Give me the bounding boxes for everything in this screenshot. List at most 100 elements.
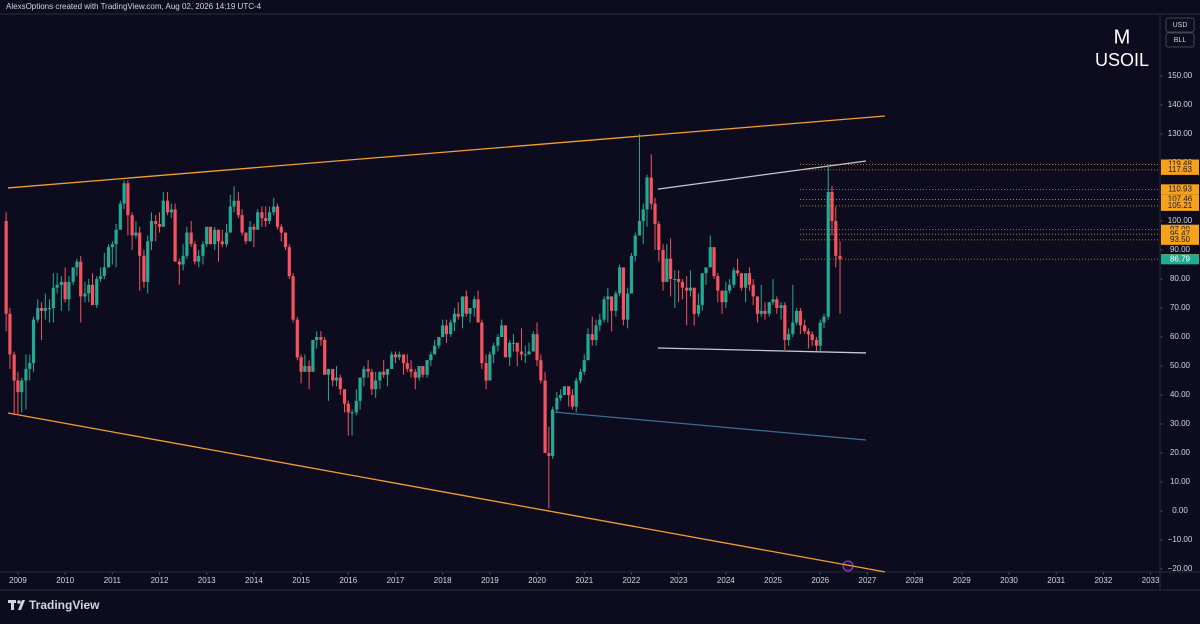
currency-button-label[interactable]: USD	[1173, 22, 1188, 29]
candle-body	[433, 345, 437, 355]
candle-body	[338, 377, 342, 390]
candle-body	[610, 296, 614, 311]
candle-body	[267, 212, 272, 222]
y-tick-label: 50.00	[1170, 361, 1191, 370]
candle-body	[551, 409, 555, 456]
price-label: 119.48	[1168, 160, 1192, 169]
candle-body	[43, 308, 47, 311]
candle-body	[503, 325, 508, 358]
candle-body	[515, 342, 519, 352]
candle-body	[704, 267, 708, 274]
candle-body	[220, 241, 224, 245]
candle-body	[720, 290, 724, 303]
y-tick-label: 40.00	[1170, 390, 1191, 399]
candle-body	[24, 368, 28, 381]
candle-body	[71, 267, 75, 282]
candle-body	[362, 368, 366, 378]
price-label: 105.21	[1168, 201, 1193, 210]
trendline	[7, 412, 885, 573]
candle-body	[838, 255, 842, 260]
candle-body	[649, 177, 653, 204]
candle-body	[822, 316, 826, 323]
x-tick-label: 2033	[1142, 576, 1160, 585]
candle-body	[739, 273, 743, 288]
candle-body	[590, 334, 594, 340]
candle-body	[460, 296, 465, 317]
candle-body	[165, 200, 170, 213]
y-tick-label: −10.00	[1168, 535, 1193, 544]
x-tick-label: 2029	[953, 576, 971, 585]
candle-body	[736, 270, 740, 274]
candle-body	[582, 360, 586, 372]
candle-body	[208, 226, 213, 245]
x-tick-label: 2013	[198, 576, 216, 585]
candle-body	[724, 290, 728, 303]
y-tick-label: 0.00	[1172, 506, 1188, 515]
x-tick-label: 2023	[670, 576, 688, 585]
x-tick-label: 2014	[245, 576, 263, 585]
unit-button-label[interactable]: BLL	[1174, 37, 1187, 44]
candle-body	[287, 247, 291, 277]
candle-body	[519, 351, 524, 355]
candle-body	[791, 322, 795, 335]
candle-body	[744, 273, 748, 288]
candle-body	[562, 386, 567, 396]
candle-body	[621, 267, 626, 320]
unit-button[interactable]	[1165, 32, 1195, 48]
candle-body	[114, 229, 118, 245]
trendline	[554, 411, 867, 441]
y-tick-label: 60.00	[1170, 332, 1191, 341]
candle-body	[665, 258, 669, 282]
candle-body	[4, 221, 8, 314]
candle-body	[342, 389, 347, 404]
candle-body	[751, 284, 755, 297]
candle-body	[559, 395, 563, 398]
candle-body	[216, 229, 221, 242]
candle-body	[484, 363, 488, 381]
header-credit: AlexsOptions created with TradingView.co…	[6, 2, 262, 11]
candle-body	[393, 354, 398, 358]
candle-body	[771, 299, 775, 303]
candle-body	[692, 287, 696, 314]
candle-body	[252, 226, 256, 230]
candle-body	[441, 325, 445, 338]
x-tick-label: 2027	[859, 576, 877, 585]
candle-body	[87, 284, 91, 294]
candle-body	[31, 319, 36, 364]
price-label-box	[1161, 234, 1199, 245]
candle-body	[728, 284, 732, 291]
currency-button[interactable]	[1165, 17, 1195, 33]
candle-body	[102, 267, 106, 277]
x-tick-label: 2010	[56, 576, 74, 585]
candle-body	[492, 345, 496, 355]
x-tick-label: 2031	[1047, 576, 1065, 585]
candle-body	[36, 308, 40, 320]
candle-body	[315, 337, 319, 340]
candle-body	[63, 281, 67, 300]
candle-body	[20, 380, 24, 393]
candle-body	[626, 293, 630, 320]
symbol: USOIL	[1095, 50, 1149, 70]
candle-body	[444, 325, 449, 335]
candle-body	[197, 255, 201, 262]
price-label-box	[1161, 254, 1199, 265]
candle-body	[669, 258, 673, 280]
price-label-box	[1161, 194, 1199, 205]
candle-body	[409, 368, 413, 372]
candle-body	[468, 308, 472, 314]
candle-body	[319, 337, 323, 340]
candle-body	[511, 342, 516, 344]
candle-body	[79, 261, 83, 297]
price-label-box	[1161, 184, 1199, 195]
candle-body	[177, 261, 181, 265]
candle-body	[260, 212, 264, 219]
candle-body	[452, 313, 457, 323]
candle-body	[134, 232, 138, 236]
candle-body	[382, 371, 386, 375]
candle-body	[358, 377, 362, 401]
candle-body	[798, 310, 802, 326]
candle-body	[28, 363, 32, 369]
candle-body	[488, 354, 492, 381]
candle-body	[767, 302, 771, 314]
candle-body	[508, 342, 512, 358]
